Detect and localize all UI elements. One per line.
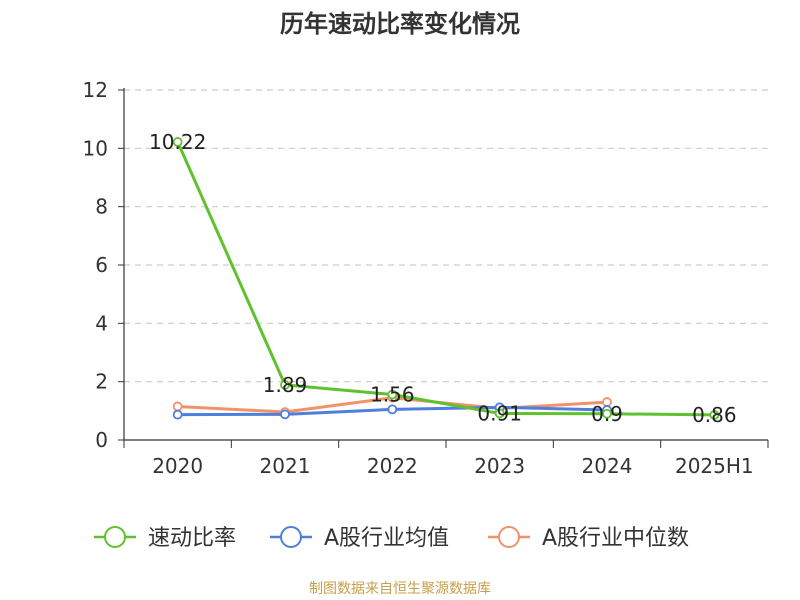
data-label: 0.9 [591,402,623,426]
x-tick-label: 2025H1 [675,454,754,478]
data-point [280,379,290,390]
y-tick-label: 4 [95,311,108,335]
data-point [387,389,398,400]
source-note: 制图数据来自恒生聚源数据库 [309,581,491,597]
legend-label: A股行业中位数 [542,526,689,551]
grid-layer [124,89,768,383]
data-point [172,409,183,420]
data-point [172,401,183,412]
data-point [172,137,183,147]
x-tick-label: 2021 [260,454,311,478]
y-tick-label: 12 [83,78,108,102]
x-tick-label: 2023 [474,454,525,478]
data-point [602,408,612,419]
legend-item-0: 速动比率 [94,526,236,551]
chart-title: 历年速动比率变化情况 [280,10,520,38]
x-tick-label: 2024 [582,454,633,478]
data-point [709,410,720,420]
data-label-layer: 10.22 1.89 1.56 0.91 0.9 0.86 [149,130,737,427]
data-label: 1.89 [263,373,308,397]
y-tick-label: 8 [95,195,108,219]
y-tick-label: 6 [95,253,108,277]
legend-marker [104,526,126,548]
data-point [494,408,505,419]
data-label: 10.22 [149,130,206,154]
data-label: 1.56 [370,383,415,407]
legend-marker [280,526,302,548]
x-tick-label: 2020 [152,454,203,478]
legend-item-1: A股行业均值 [270,526,449,551]
data-point [387,404,398,415]
legend-label: A股行业均值 [324,526,449,551]
y-tick-label: 2 [95,370,108,394]
series-layer [172,137,720,420]
x-tick-label: 2022 [367,454,418,478]
legend: 速动比率 A股行业均值 A股行业中位数 [94,526,689,551]
data-point [280,409,290,420]
y-tick-label: 0 [95,428,108,452]
legend-item-2: A股行业中位数 [488,526,689,551]
data-label: 0.86 [692,403,737,427]
y-tick-label: 10 [83,136,108,160]
legend-marker [498,526,520,548]
data-label: 0.91 [477,401,522,425]
legend-label: 速动比率 [148,526,236,551]
axis-layer: 0 2 4 6 8 10 12 2020 2021 2022 2023 2024 2025H1 [83,78,769,478]
series-line-0 [176,141,715,417]
